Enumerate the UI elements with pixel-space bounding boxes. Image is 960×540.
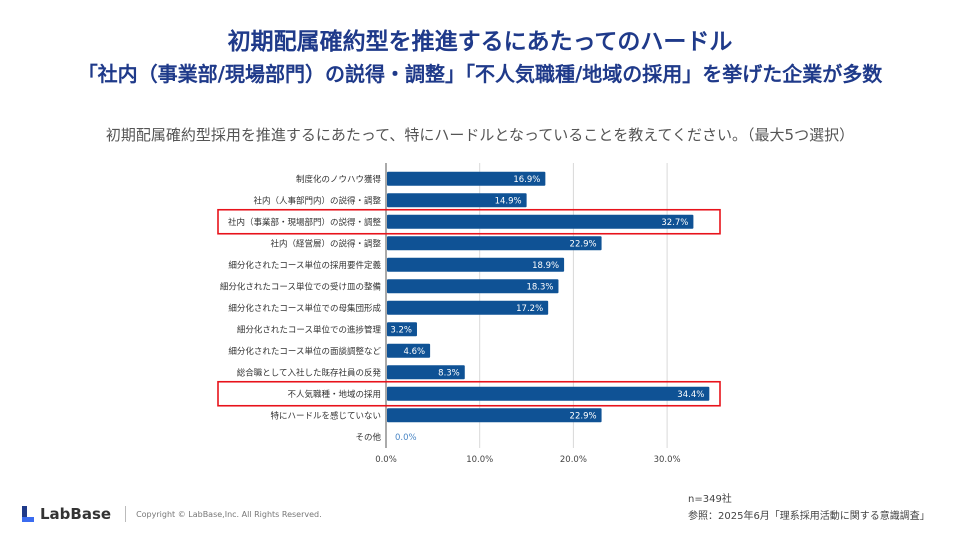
x-tick-label: 10.0% bbox=[466, 455, 493, 465]
source-note: 参照：2025年6月「理系採用活動に関する意識調査」 bbox=[688, 511, 930, 522]
category-label: 社内（人事部門内）の説得・調整 bbox=[253, 195, 381, 206]
value-label: 4.6% bbox=[403, 347, 425, 357]
category-label: 細分化されたコース単位での進捗管理 bbox=[237, 324, 382, 335]
value-label: 22.9% bbox=[570, 239, 597, 249]
value-label: 34.4% bbox=[677, 390, 704, 400]
bar bbox=[387, 257, 565, 272]
bar bbox=[387, 236, 602, 251]
footer-brand: LabBase Copyright © LabBase,Inc. All Rig… bbox=[22, 505, 322, 523]
category-label: 社内（事業部・現場部門）の説得・調整 bbox=[228, 217, 382, 228]
category-label: 細分化されたコース単位の採用要件定義 bbox=[228, 260, 381, 271]
value-label: 32.7% bbox=[661, 218, 688, 228]
highlight-box bbox=[217, 208, 721, 235]
x-tick-label: 0.0% bbox=[375, 455, 397, 465]
survey-question: 初期配属確約型採用を推進するにあたって、特にハードルとなっていることを教えてくだ… bbox=[105, 126, 855, 144]
bar bbox=[387, 279, 559, 294]
highlight-boxes bbox=[217, 208, 721, 407]
category-label: 細分化されたコース単位での母集団形成 bbox=[228, 303, 381, 314]
category-label: 総合職として入社した既存社員の反発 bbox=[237, 367, 382, 378]
sample-size: n=349社 bbox=[688, 494, 732, 505]
copyright: Copyright © LabBase,Inc. All Rights Rese… bbox=[136, 509, 322, 519]
brand-name: LabBase bbox=[40, 505, 112, 523]
x-tick-labels: 0.0% 10.0% 20.0% 30.0% bbox=[375, 455, 680, 465]
bar bbox=[387, 365, 465, 380]
bar bbox=[387, 408, 602, 423]
category-label: 細分化されたコース単位での受け皿の整備 bbox=[220, 281, 382, 292]
category-label: 制度化のノウハウ獲得 bbox=[296, 174, 382, 185]
labbase-logo-icon bbox=[22, 506, 34, 522]
x-tick-label: 20.0% bbox=[560, 455, 587, 465]
x-tick-label: 30.0% bbox=[654, 455, 681, 465]
bar bbox=[387, 193, 527, 208]
value-label: 14.9% bbox=[495, 196, 522, 206]
value-label: 18.9% bbox=[532, 261, 559, 271]
page-title: 初期配属確約型を推進するにあたってのハードル bbox=[227, 29, 733, 55]
highlight-box bbox=[217, 380, 721, 407]
category-label: 特にハードルを感じていない bbox=[270, 410, 381, 421]
value-label: 0.0% bbox=[395, 433, 417, 443]
bar bbox=[387, 171, 546, 186]
headline: 「社内（事業部/現場部門）の説得・調整」「不人気職種/地域の採用」を挙げた企業が… bbox=[77, 62, 883, 86]
category-label: 不人気職種・地域の採用 bbox=[287, 389, 381, 400]
value-label: 8.3% bbox=[438, 368, 460, 378]
bar bbox=[387, 343, 431, 358]
divider bbox=[125, 506, 127, 522]
bar bbox=[387, 214, 694, 229]
category-labels: 制度化のノウハウ獲得社内（人事部門内）の説得・調整社内（事業部・現場部門）の説得… bbox=[220, 174, 382, 443]
value-label: 3.2% bbox=[390, 325, 412, 335]
value-label: 16.9% bbox=[513, 175, 540, 185]
bars bbox=[387, 171, 710, 423]
category-label: 社内（経営層）の説得・調整 bbox=[270, 238, 381, 249]
value-labels: 16.9% 14.9% 32.7% 22.9% 18.9% 18.3% 17.2% 3.2% 4… bbox=[390, 175, 704, 443]
category-label: その他 bbox=[355, 432, 381, 443]
value-label: 22.9% bbox=[570, 411, 597, 421]
bar bbox=[387, 300, 549, 315]
bar bbox=[387, 386, 710, 401]
category-label: 細分化されたコース単位の面談調整など bbox=[228, 346, 381, 357]
bar bbox=[387, 322, 417, 337]
value-label: 18.3% bbox=[526, 282, 553, 292]
value-label: 17.2% bbox=[516, 304, 543, 314]
chart-notes: n=349社 参照：2025年6月「理系採用活動に関する意識調査」 bbox=[688, 491, 930, 525]
